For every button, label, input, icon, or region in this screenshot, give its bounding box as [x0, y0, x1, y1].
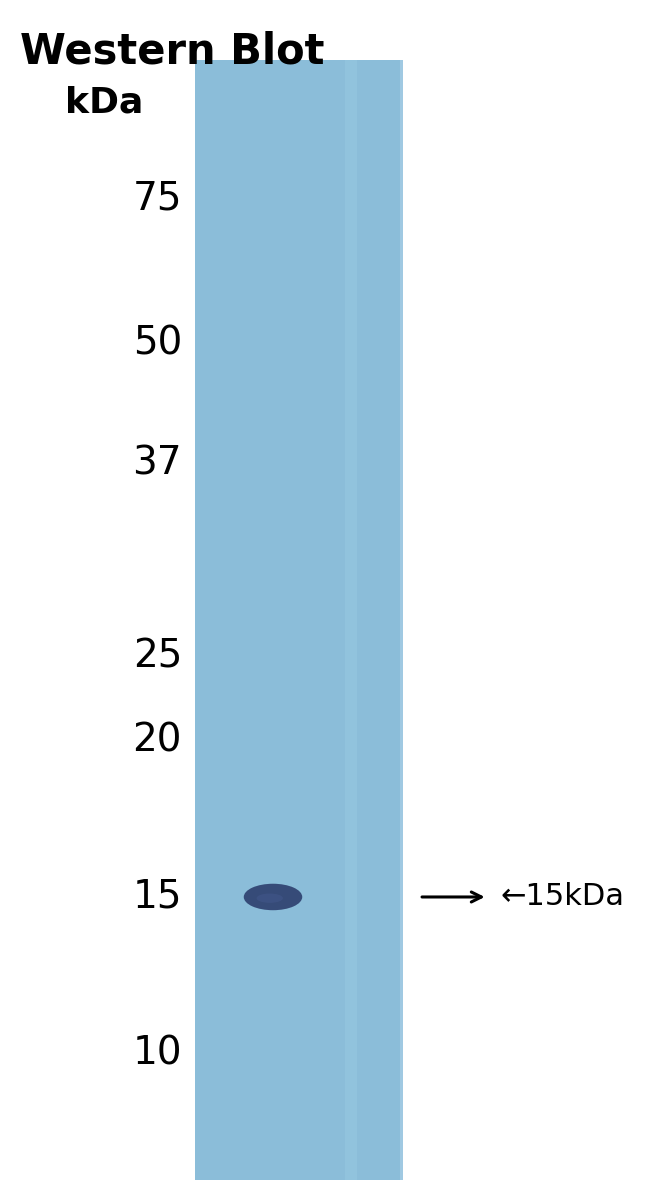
Text: Western Blot: Western Blot: [20, 30, 324, 72]
Bar: [344, 60, 358, 1180]
Text: 15: 15: [133, 878, 182, 916]
Bar: [195, 60, 403, 1180]
Text: 50: 50: [133, 324, 182, 362]
Text: 20: 20: [133, 721, 182, 760]
Text: ←15kDa: ←15kDa: [500, 883, 625, 911]
Ellipse shape: [257, 893, 283, 903]
Ellipse shape: [244, 884, 302, 910]
Text: 25: 25: [133, 637, 182, 675]
Text: 37: 37: [133, 444, 182, 483]
Text: 10: 10: [133, 1034, 182, 1073]
Bar: [400, 60, 403, 1180]
Text: kDa: kDa: [65, 85, 144, 119]
Text: 75: 75: [133, 179, 182, 218]
